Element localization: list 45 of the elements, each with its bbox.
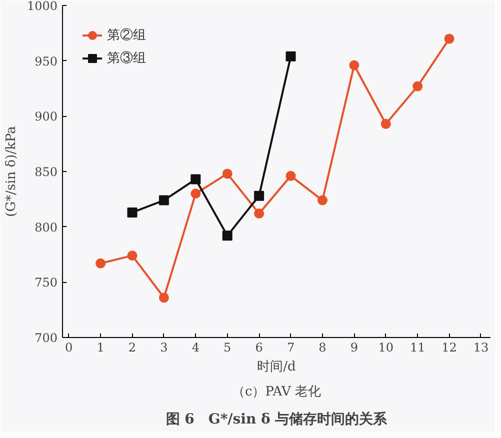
y-axis-title: (G*/sin δ)/kPa bbox=[4, 126, 19, 217]
point bbox=[380, 118, 391, 129]
point bbox=[349, 60, 360, 70]
point bbox=[222, 168, 232, 179]
x-tick-label: 6 bbox=[255, 340, 263, 354]
point bbox=[127, 207, 138, 218]
x-tick-label: 1 bbox=[96, 340, 104, 354]
point bbox=[127, 250, 138, 261]
y-tick-label: 800 bbox=[34, 220, 58, 234]
point bbox=[158, 195, 169, 206]
y-tick-label: 750 bbox=[34, 276, 58, 290]
x-tick-label: 2 bbox=[128, 340, 136, 354]
point bbox=[190, 188, 201, 199]
point bbox=[286, 51, 296, 62]
point bbox=[412, 81, 423, 92]
point bbox=[317, 195, 328, 206]
point bbox=[254, 208, 264, 219]
y-tick-label: 900 bbox=[34, 110, 58, 124]
x-tick-label: 3 bbox=[160, 340, 168, 354]
x-axis-title: 时间/d bbox=[257, 360, 296, 374]
y-tick-label: 950 bbox=[34, 54, 58, 68]
x-tick-label: 9 bbox=[350, 340, 358, 354]
y-tick-label: 1000 bbox=[26, 0, 58, 13]
point bbox=[254, 190, 264, 201]
text: （c）PAV 老化 bbox=[232, 384, 322, 400]
x-tick-label: 8 bbox=[318, 340, 326, 354]
x-tick-label: 11 bbox=[410, 340, 426, 354]
y-tick-label: 850 bbox=[34, 165, 58, 179]
point bbox=[444, 34, 454, 44]
x-tick-label: 5 bbox=[224, 340, 232, 354]
point bbox=[96, 258, 106, 268]
text: 图 6 G*/sin δ 与储存时间的关系 bbox=[166, 410, 388, 428]
point bbox=[158, 292, 169, 303]
point bbox=[190, 174, 201, 184]
y-tick-label: 700 bbox=[34, 331, 58, 345]
legend-label: 第③组 bbox=[107, 49, 146, 67]
x-tick-label: 7 bbox=[286, 340, 295, 354]
x-tick-label: 10 bbox=[378, 340, 394, 354]
x-tick-label: 4 bbox=[192, 340, 200, 354]
x-tick-label: 12 bbox=[442, 340, 457, 354]
x-tick-label: 0 bbox=[65, 340, 73, 354]
legend-label: 第②组 bbox=[107, 26, 146, 44]
x-tick-label: 13 bbox=[473, 340, 489, 354]
point bbox=[286, 170, 296, 181]
point bbox=[222, 230, 232, 241]
